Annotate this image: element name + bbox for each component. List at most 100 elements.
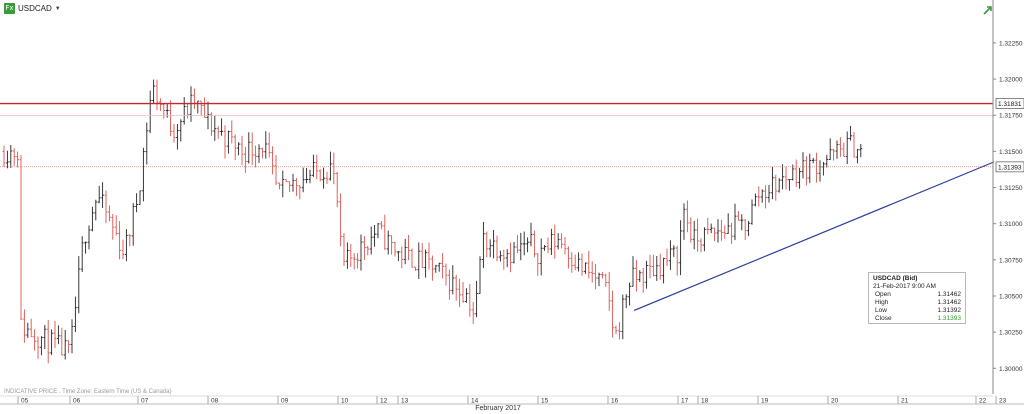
- ohlc-bar: [502, 249, 506, 270]
- y-tick-label: 1.30500: [999, 294, 1023, 301]
- ohlc-bar: [138, 190, 142, 205]
- ohlc-bar: [757, 186, 761, 207]
- ohlc-bar: [805, 156, 808, 186]
- ohlc-bar: [87, 225, 91, 250]
- info-value: 1.31392: [937, 307, 962, 314]
- resistance-price-label: 1.31831: [998, 101, 1022, 108]
- ohlc-bar: [308, 169, 312, 184]
- ohlc-bar: [533, 230, 536, 258]
- x-tick-label: 23: [999, 398, 1007, 405]
- ohlc-bar: [295, 177, 298, 197]
- ohlc-bar: [556, 233, 560, 250]
- ohlc-bar: [80, 236, 84, 273]
- ohlc-bar: [210, 112, 213, 136]
- ohlc-bar: [94, 199, 98, 221]
- ohlc-bar: [720, 219, 723, 241]
- ohlc-bar: [451, 265, 455, 295]
- ohlc-bar: [359, 234, 363, 271]
- ohlc-bar: [723, 225, 727, 239]
- ohlc-bar: [424, 249, 427, 278]
- ohlc-bar: [672, 245, 676, 257]
- ohlc-bar: [271, 146, 274, 175]
- caret-down-icon[interactable]: ▼: [54, 5, 61, 12]
- ohlc-bar: [675, 245, 679, 276]
- ohlc-bar: [261, 147, 264, 159]
- ohlc-bar: [771, 166, 774, 200]
- ohlc-bar: [322, 167, 325, 189]
- ohlc-bar: [203, 97, 206, 118]
- ohlc-bar: [709, 223, 713, 234]
- current-price-label-box: [995, 161, 1024, 173]
- ohlc-bar: [529, 222, 533, 247]
- ohlc-bar: [448, 269, 451, 300]
- x-tick-label: 17: [681, 398, 689, 405]
- ohlc-bar: [383, 214, 387, 250]
- ohlc-bar: [101, 182, 104, 208]
- ohlc-bar: [288, 181, 291, 192]
- ohlc-bar: [584, 262, 587, 274]
- ohlc-bar: [417, 242, 421, 279]
- ohlc-bar: [716, 219, 720, 243]
- ohlc-bar: [740, 214, 744, 231]
- ohlc-bar: [828, 138, 832, 161]
- ohlc-bar: [618, 322, 621, 340]
- ohlc-bar: [516, 234, 519, 254]
- ohlc-bar: [526, 237, 529, 253]
- ohlc-bar: [635, 259, 638, 292]
- ohlc-bar: [342, 232, 346, 266]
- ohlc-bar: [777, 178, 781, 193]
- trend-line: [633, 160, 996, 312]
- ohlc-bar: [648, 254, 652, 279]
- ohlc-bar: [12, 148, 16, 166]
- x-axis: 05 06 07 08 09 10 12 13 14 15 16 17 18 19 20 21 22 23: [0, 395, 1024, 405]
- ohlc-bar: [274, 154, 278, 185]
- ohlc-bar: [220, 118, 223, 136]
- ohlc-bar: [257, 144, 261, 163]
- ohlc-bar: [33, 329, 36, 351]
- price-note: INDICATIVE PRICE . Time Zone: Eastern Ti…: [4, 389, 172, 395]
- ohlc-bar: [148, 90, 152, 134]
- ohlc-bar: [478, 256, 482, 294]
- x-tick-label: 15: [541, 398, 549, 405]
- ohlc-bar: [750, 199, 754, 225]
- x-tick-label: 10: [341, 398, 349, 405]
- x-tick-label: 22: [979, 398, 987, 405]
- ohlc-bar: [301, 167, 305, 193]
- ohlc-bar: [669, 240, 672, 270]
- info-title: USDCAD (Bid): [873, 275, 918, 282]
- ohlc-bar: [339, 193, 342, 247]
- ohlc-bar: [815, 152, 818, 183]
- fx-icon: Fx: [4, 3, 15, 14]
- ohlc-bar: [570, 252, 574, 273]
- ohlc-bar: [135, 193, 138, 213]
- info-row-low: Low 1.31392: [873, 307, 961, 315]
- ohlc-bar: [356, 253, 359, 269]
- ohlc-bar: [801, 152, 805, 179]
- ohlc-bar: [298, 185, 302, 200]
- ohlc-bar: [434, 264, 438, 273]
- ohlc-bar: [825, 154, 829, 168]
- ohlc-bar: [111, 213, 115, 240]
- symbol-label[interactable]: USDCAD: [18, 4, 52, 13]
- ohlc-bar: [781, 164, 784, 190]
- ohlc-bar: [706, 217, 710, 235]
- ohlc-bar: [60, 327, 64, 356]
- ohlc-bar: [121, 239, 125, 260]
- ohlc-bar: [536, 253, 540, 276]
- ohlc-bar: [798, 167, 801, 189]
- info-label: Low: [875, 307, 887, 314]
- ohlc-bar: [488, 239, 492, 258]
- ohlc-bar: [832, 148, 835, 161]
- x-tick-label: 19: [761, 398, 769, 405]
- ohlc-bar: [859, 143, 863, 158]
- ohlc-bar: [607, 272, 611, 311]
- trend-arrow-icon[interactable]: [982, 4, 994, 16]
- ohlc-bar: [621, 294, 625, 340]
- ohlc-bar: [318, 169, 322, 182]
- ohlc-bar: [305, 167, 308, 184]
- ohlc-bar: [410, 248, 414, 268]
- ohlc-bar: [63, 329, 67, 360]
- ohlc-bar: [468, 284, 472, 317]
- info-label: Open: [875, 291, 891, 298]
